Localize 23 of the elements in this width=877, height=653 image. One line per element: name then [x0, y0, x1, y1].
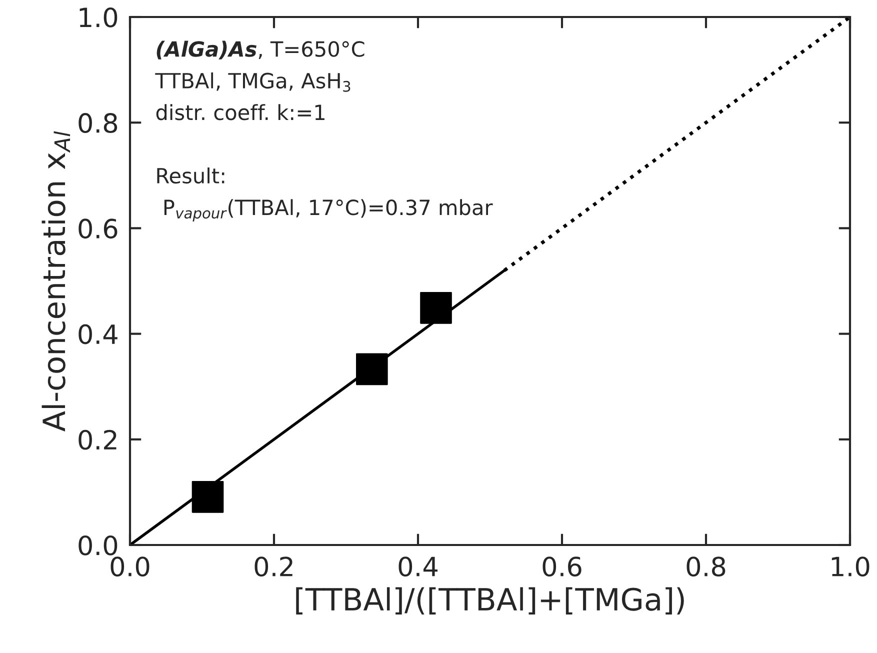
x-tick-label: 1.0 — [832, 556, 870, 577]
y-tick-label: 0.2 — [78, 430, 116, 450]
x-tick-label: 0.2 — [254, 556, 292, 577]
point — [192, 481, 224, 513]
x-tick-label: 0.0 — [110, 556, 150, 577]
y-tick-label: 0.4 — [78, 324, 118, 344]
y-tick-label: 0.6 — [78, 218, 118, 239]
point — [356, 353, 388, 386]
annotation: P$_{vapour}$(TTBAl, 17°C)=0.37 mbar — [164, 199, 493, 222]
point — [420, 292, 452, 324]
y-tick-label: 1.0 — [80, 7, 118, 28]
y-axis-title: Al-concentration x$_{Al}$ — [42, 131, 70, 432]
annotation: , T=650°C — [258, 41, 364, 60]
annotation: Result: — [157, 167, 224, 184]
annotation: distr. coeff. k:=1 — [156, 104, 324, 120]
x-tick-label: 0.6 — [542, 556, 582, 577]
y-tick-label: 0.8 — [78, 113, 118, 133]
x-axis-title: [TTBAl]/([TTBAl]+[TMGa]) — [296, 587, 684, 614]
x-tick-label: 0.4 — [398, 556, 438, 577]
annotation: TTBAl, TMGa, AsH$_{3}$ — [155, 72, 350, 92]
annotation: (AlGa)As — [156, 40, 256, 60]
x-tick-label: 0.8 — [686, 556, 726, 577]
y-tick-label: 0.0 — [78, 535, 118, 556]
